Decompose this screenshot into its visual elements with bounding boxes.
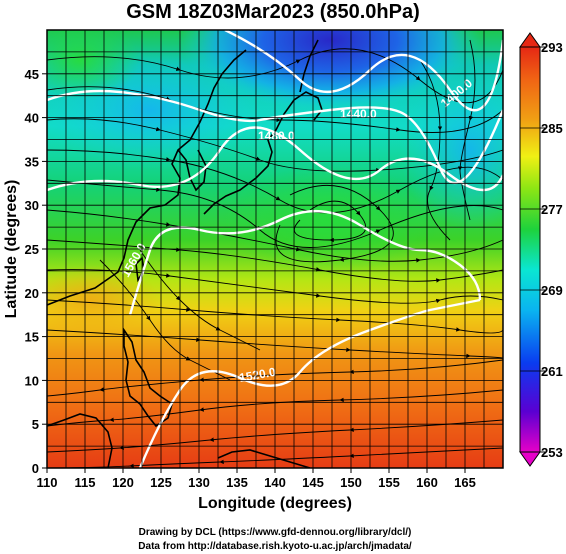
y-tick-label: 35	[25, 154, 39, 169]
credit-drawing: Drawing by DCL (https://www.gfd-dennou.o…	[139, 527, 412, 538]
map-title: GSM 18Z03Mar2023 (850.0hPa)	[126, 1, 420, 23]
y-tick-label: 30	[25, 198, 39, 213]
y-tick-label: 15	[25, 330, 39, 345]
x-tick-label: 130	[188, 475, 210, 490]
colorbar: 253 261 269 277 285 293	[519, 32, 563, 467]
y-tick-label: 5	[32, 417, 39, 432]
contour-1400	[224, 30, 503, 112]
x-tick-label: 120	[112, 475, 134, 490]
y-tick-label: 10	[25, 373, 39, 388]
x-tick-label: 135	[226, 475, 248, 490]
y-tick-label: 20	[25, 286, 39, 301]
contour-1480	[47, 126, 503, 192]
colorbar-tick-label: 293	[541, 40, 563, 55]
contour-1560	[128, 210, 482, 316]
streamline	[99, 259, 231, 381]
x-tick-label: 165	[454, 475, 476, 490]
y-axis-label: Latitude (degrees)	[3, 180, 20, 319]
grid-lines	[47, 30, 503, 468]
streamline	[47, 269, 503, 304]
streamline	[47, 239, 503, 283]
y-tick-label: 25	[25, 242, 39, 257]
x-tick-label: 145	[302, 475, 324, 490]
streamline	[47, 447, 503, 468]
colorbar-max-triangle	[519, 32, 541, 48]
x-tick-label: 125	[150, 475, 172, 490]
y-tick-label: 0	[32, 461, 39, 476]
colorbar-tick-label: 269	[541, 283, 563, 298]
colorbar-tick-label: 277	[541, 202, 563, 217]
x-tick-label: 115	[75, 475, 96, 490]
streamline	[47, 329, 503, 360]
x-axis-label: Longitude (degrees)	[198, 495, 352, 512]
streamline	[457, 39, 476, 221]
colorbar-min-triangle	[519, 451, 541, 467]
warm-air-tongue	[47, 265, 160, 335]
coastline-borneo	[47, 413, 113, 468]
colorbar-bar	[519, 46, 541, 453]
y-tick-label: 45	[25, 67, 39, 82]
credit-data: Data from http://database.rish.kyoto-u.a…	[138, 541, 412, 552]
colorbar-tick-label: 253	[541, 445, 563, 460]
mild-air-region-west	[47, 30, 140, 100]
x-tick-label: 150	[340, 475, 362, 490]
contour-label: 1480.0	[258, 129, 295, 143]
y-axis-ticks: 0 5 10 15 20 25 30 35 40 45	[25, 67, 47, 476]
contour-label: 1440.0	[340, 107, 377, 121]
contour-label: 1520.0	[238, 365, 277, 385]
streamline	[47, 419, 503, 453]
x-axis-ticks: 110 115 120 125 130 135 140 145 150 155 160 165	[37, 468, 476, 490]
streamline	[47, 359, 503, 397]
colorbar-tick-label: 261	[541, 364, 563, 379]
x-tick-label: 155	[378, 475, 400, 490]
y-tick-label: 40	[25, 111, 39, 126]
x-tick-label: 140	[264, 475, 286, 490]
height-contours	[47, 30, 503, 468]
colorbar-tick-label: 285	[541, 121, 563, 136]
streamline	[139, 249, 261, 351]
x-tick-label: 160	[416, 475, 438, 490]
streamline	[47, 299, 503, 334]
colorbar-ticks: 253 261 269 277 285 293	[520, 40, 563, 460]
plot-area: 1440.0 1480.0 1560.0 1520.0 1400.0	[47, 30, 503, 468]
x-tick-label: 110	[37, 475, 58, 490]
